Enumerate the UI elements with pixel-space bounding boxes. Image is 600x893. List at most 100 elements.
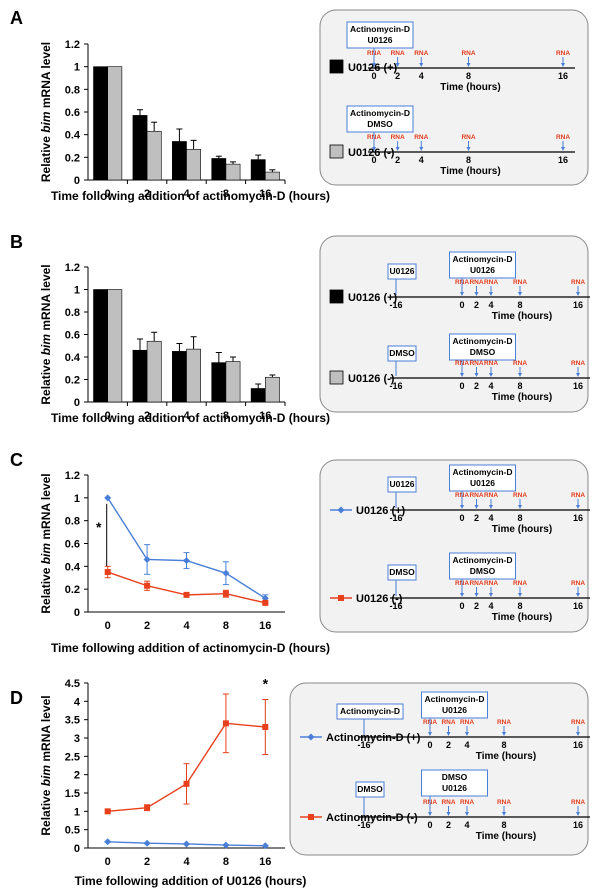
rna-label: RNA <box>461 134 475 141</box>
rna-label: RNA <box>469 360 483 367</box>
x-tick-label: 0 <box>105 188 111 200</box>
x-axis-title: Time following addition of actinomycin-D… <box>51 189 330 203</box>
rna-label: RNA <box>391 134 405 141</box>
timeline-tick-label: 2 <box>395 155 400 165</box>
y-axis-title-part: Relative <box>39 355 53 404</box>
rna-label: RNA <box>414 50 428 57</box>
rna-arrowhead <box>466 147 471 151</box>
treatment-box <box>346 21 414 49</box>
bar <box>132 115 148 181</box>
treatment-label: Actinomycin-D <box>453 467 513 477</box>
y-tick-label: 4 <box>74 696 81 708</box>
rna-arrowhead <box>474 505 479 509</box>
y-tick-label: 0.5 <box>65 825 80 837</box>
legend-label: Actinomycin-D (-) <box>326 812 418 824</box>
rna-label: RNA <box>571 360 585 367</box>
y-tick-label: 0.8 <box>65 84 80 96</box>
y-tick-label: 4.5 <box>65 678 80 690</box>
x-tick-label: 8 <box>223 188 229 200</box>
y-tick-label: 1.2 <box>65 262 80 274</box>
treatment-label: U0126 <box>389 479 414 489</box>
y-tick-label: 1 <box>74 62 80 74</box>
y-axis-title-gene: bim <box>39 334 53 356</box>
timeline-tick-label: 4 <box>464 820 469 830</box>
timeline-tick-label: 0 <box>371 155 376 165</box>
timeline-title: Time (hours) <box>492 392 552 403</box>
data-point <box>144 804 151 811</box>
timeline-tick-label: 8 <box>517 381 522 391</box>
rna-label: RNA <box>441 719 455 726</box>
y-tick-label: 0.2 <box>65 152 80 164</box>
y-tick-label: 0.2 <box>65 584 80 596</box>
treatment-label: DMSO <box>470 347 496 357</box>
treatment-box <box>387 345 417 362</box>
rna-arrowhead <box>489 505 493 509</box>
timeline-scheme: -160RNA2RNA4RNA8RNA16RNATime (hours)DMSO… <box>387 333 590 403</box>
rna-label: RNA <box>571 799 585 806</box>
timeline-tick-label: 8 <box>501 740 506 750</box>
x-tick-label: 8 <box>223 410 229 422</box>
rna-arrowhead <box>576 593 580 597</box>
y-tick-label: 1.2 <box>65 470 80 482</box>
timeline-title: Time (hours) <box>492 524 552 535</box>
y-tick-label: 0.8 <box>65 516 80 528</box>
timeline-tick-label: 8 <box>466 155 471 165</box>
y-tick-label: 0.4 <box>65 352 81 364</box>
timeline-scheme: -160RNA2RNA4RNA8RNA16RNATime (hours)U012… <box>387 464 590 535</box>
data-point <box>143 555 151 563</box>
rna-arrowhead <box>474 593 479 597</box>
y-tick-label: 0.8 <box>65 307 80 319</box>
x-tick-label: 0 <box>105 856 111 868</box>
rna-arrowhead <box>576 505 580 509</box>
timeline-title: Time (hours) <box>476 831 536 842</box>
legend-marker <box>308 814 314 820</box>
timeline-tick-label: -16 <box>389 601 402 611</box>
data-point <box>183 780 190 787</box>
y-axis-title-gene: bim <box>39 765 53 787</box>
rna-arrowhead <box>518 505 522 509</box>
timeline-tick-label: 0 <box>459 381 464 391</box>
treatment-label: Actinomycin-D <box>453 555 513 565</box>
y-axis-title-part: Relative <box>39 133 53 182</box>
rna-label: RNA <box>556 134 570 141</box>
timeline-tick-label: 2 <box>395 71 400 81</box>
timeline-tick-label: 8 <box>517 601 522 611</box>
rna-arrowhead <box>576 732 580 736</box>
x-axis-title: Time following addition of U0126 (hours) <box>75 874 307 888</box>
treatment-label: DMSO <box>389 348 415 358</box>
x-tick-label: 2 <box>144 856 150 868</box>
y-tick-label: 0.4 <box>65 561 81 573</box>
legend-swatch <box>329 370 344 385</box>
y-tick-label: 1 <box>74 493 80 505</box>
x-tick-label: 2 <box>144 410 150 422</box>
x-tick-label: 4 <box>183 410 190 422</box>
treatment-box <box>421 691 488 719</box>
treatment-label: U0126 <box>470 478 495 488</box>
y-axis-title: Relative bim mRNA level <box>39 42 53 182</box>
timeline-tick-label: 8 <box>501 820 506 830</box>
rna-label: RNA <box>461 50 475 57</box>
bar <box>264 376 280 403</box>
treatment-label: Actinomycin-D <box>350 108 410 118</box>
legend-marker <box>338 595 344 601</box>
treatment-box <box>355 781 385 798</box>
timeline-tick-label: 2 <box>474 381 479 391</box>
bar <box>186 149 201 181</box>
y-axis-title-part: mRNA level <box>39 695 53 765</box>
timeline-tick-label: 16 <box>558 155 568 165</box>
timeline-tick-label: 0 <box>459 300 464 310</box>
timeline-tick-label: 0 <box>427 820 432 830</box>
data-point <box>183 591 190 598</box>
panel-d: D 0 0.5 1 1.5 2 2.5 3 3.5 4 4.5 0 2 4 8 16 Time followin… <box>10 676 590 888</box>
rna-label: RNA <box>469 580 483 587</box>
timeline-scheme: 0RNA2RNA4RNA8RNA16RNATime (hours)Actinom… <box>346 105 575 177</box>
treatment-box <box>387 263 417 280</box>
y-tick-label: 0 <box>74 397 80 409</box>
x-tick-label: 4 <box>183 856 190 868</box>
bar <box>264 171 280 181</box>
rna-arrowhead <box>518 593 522 597</box>
treatment-label: U0126 <box>442 783 467 793</box>
rna-label: RNA <box>571 492 585 499</box>
